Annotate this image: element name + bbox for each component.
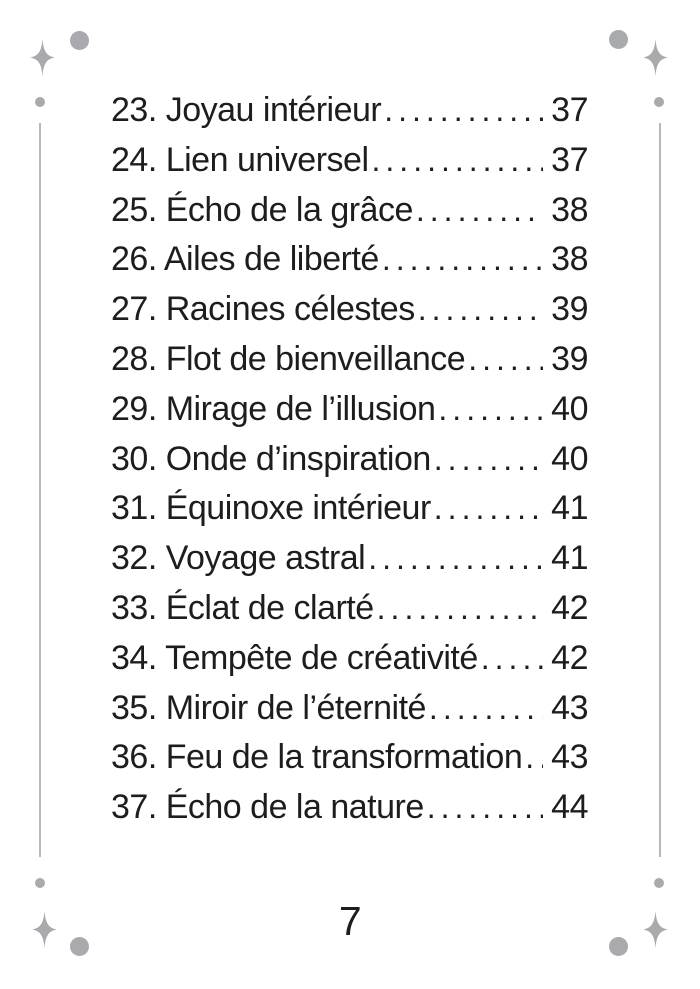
- toc-entry-page: 43: [551, 738, 588, 777]
- toc-entry-page: 40: [551, 439, 588, 478]
- toc-entry-row: 31. Équinoxe intérieur .................…: [111, 484, 588, 534]
- dot-icon: [70, 937, 89, 956]
- dot-leader: ........................................…: [433, 440, 543, 477]
- toc-entry-page: 38: [551, 240, 588, 279]
- toc-entry-row: 32. Voyage astral ......................…: [111, 534, 588, 584]
- dot-leader: ........................................…: [525, 739, 543, 776]
- sparkle-icon: [32, 911, 57, 948]
- toc-entry-row: 28. Flot de bienveillance ..............…: [111, 335, 588, 385]
- dot-icon: [609, 30, 628, 49]
- dot-leader: ........................................…: [428, 689, 543, 726]
- sparkle-icon: [643, 39, 668, 76]
- dot-icon: [654, 878, 664, 888]
- toc-entry-row: 37. Écho de la nature ..................…: [111, 783, 588, 833]
- toc-entry-page: 40: [551, 389, 588, 428]
- dot-leader: ........................................…: [368, 540, 543, 577]
- left-border-line: [39, 123, 41, 857]
- toc-entry-page: 39: [551, 339, 588, 378]
- table-of-contents: 23. Joyau intérieur ....................…: [111, 86, 588, 833]
- toc-entry-text: 26. Ailes de liberté: [111, 240, 379, 279]
- toc-entry-row: 35. Miroir de l’éternité ...............…: [111, 684, 588, 734]
- toc-entry-row: 29. Mirage de l’illusion ...............…: [111, 385, 588, 435]
- toc-entry-page: 43: [551, 688, 588, 727]
- toc-entry-text: 23. Joyau intérieur: [111, 91, 382, 129]
- toc-entry-text: 30. Onde d’inspiration: [111, 439, 431, 478]
- toc-entry-page: 38: [551, 190, 588, 229]
- dot-icon: [609, 937, 628, 956]
- toc-entry-row: 27. Racines célestes ...................…: [111, 285, 588, 335]
- toc-entry-text: 32. Voyage astral: [111, 539, 366, 578]
- toc-entry-text: 25. Écho de la grâce: [111, 190, 413, 229]
- toc-entry-row: 26. Ailes de liberté ...................…: [111, 235, 588, 285]
- dot-icon: [35, 97, 45, 107]
- toc-entry-text: 33. Éclat de clarté: [111, 588, 374, 627]
- dot-leader: ........................................…: [417, 291, 543, 328]
- dot-leader: ........................................…: [376, 589, 544, 626]
- toc-entry-row: 24. Lien universel .....................…: [111, 136, 588, 186]
- toc-entry-text: 29. Mirage de l’illusion: [111, 389, 436, 428]
- toc-entry-text: 28. Flot de bienveillance: [111, 339, 466, 378]
- toc-entry-text: 37. Écho de la nature: [111, 788, 424, 827]
- dot-leader: ........................................…: [433, 490, 543, 527]
- toc-entry-page: 37: [551, 140, 588, 179]
- dot-leader: ........................................…: [480, 639, 543, 676]
- toc-entry-text: 35. Miroir de l’éternité: [111, 688, 426, 727]
- dot-leader: ........................................…: [426, 789, 543, 826]
- toc-entry-text: 24. Lien universel: [111, 140, 369, 179]
- toc-entry-page: 42: [551, 638, 588, 677]
- sparkle-icon: [643, 911, 668, 948]
- toc-entry-row: 25. Écho de la grâce ...................…: [111, 186, 588, 236]
- toc-entry-text: 36. Feu de la transformation: [111, 738, 523, 777]
- dot-leader: ........................................…: [415, 191, 543, 228]
- toc-entry-page: 44: [551, 788, 588, 827]
- right-border-line: [659, 123, 661, 857]
- toc-entry-page: 42: [551, 588, 588, 627]
- toc-entry-row: 34. Tempête de créativité ..............…: [111, 634, 588, 684]
- dot-icon: [654, 97, 664, 107]
- dot-icon: [35, 878, 45, 888]
- toc-entry-page: 41: [551, 539, 588, 578]
- dot-leader: ........................................…: [384, 92, 543, 128]
- toc-entry-row: 23. Joyau intérieur ....................…: [111, 86, 588, 136]
- dot-leader: ........................................…: [371, 141, 544, 178]
- sparkle-icon: [30, 39, 55, 76]
- dot-leader: ........................................…: [468, 340, 543, 377]
- toc-entry-row: 36. Feu de la transformation ...........…: [111, 733, 588, 783]
- dot-leader: ........................................…: [438, 390, 543, 427]
- page-number: 7: [338, 898, 362, 944]
- toc-entry-page: 41: [551, 489, 588, 528]
- toc-entry-row: 33. Éclat de clarté ....................…: [111, 584, 588, 634]
- toc-entry-text: 34. Tempête de créativité: [111, 638, 478, 677]
- toc-entry-page: 37: [551, 91, 588, 129]
- toc-entry-text: 27. Racines célestes: [111, 290, 415, 329]
- toc-entry-row: 30. Onde d’inspiration .................…: [111, 435, 588, 485]
- toc-entry-page: 39: [551, 290, 588, 329]
- toc-entry-text: 31. Équinoxe intérieur: [111, 489, 431, 528]
- dot-leader: ........................................…: [381, 241, 543, 278]
- dot-icon: [70, 31, 89, 50]
